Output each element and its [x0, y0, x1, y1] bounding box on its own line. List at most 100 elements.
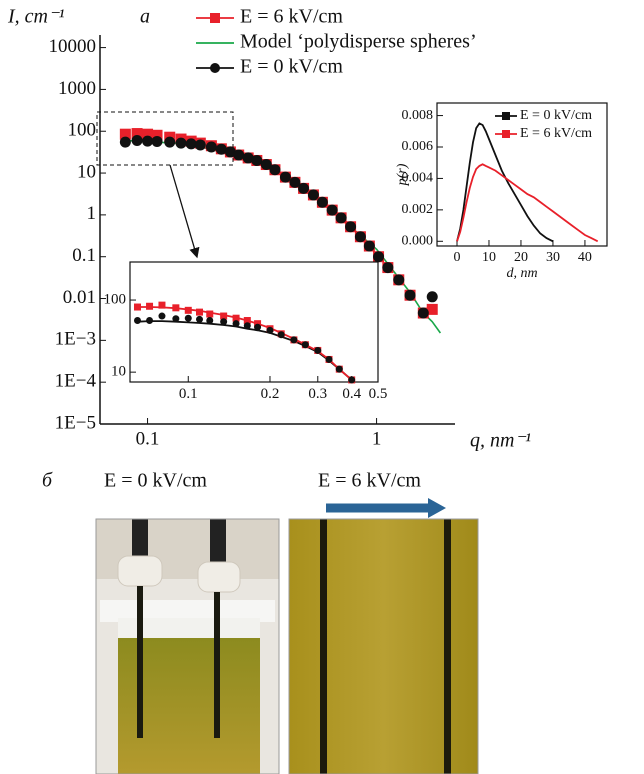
x-tick-label: 10: [482, 250, 496, 265]
marker: [142, 128, 154, 140]
marker: [151, 135, 163, 147]
marker: [131, 135, 143, 147]
marker: [119, 128, 131, 140]
y-axis-label: p(r): [395, 163, 410, 186]
legend-label: E = 6 kV/cm: [240, 6, 343, 28]
marker: [233, 149, 245, 161]
photo-right: [288, 518, 479, 774]
x-axis-label: q, nm⁻¹: [470, 430, 531, 452]
x-tick-label: 0.4: [342, 386, 361, 402]
legend-label: E = 0 kV/cm: [240, 56, 343, 78]
marker: [158, 301, 166, 309]
marker: [215, 143, 227, 155]
marker: [426, 291, 438, 303]
marker: [335, 365, 343, 373]
plot-frame: [436, 102, 608, 247]
legend-label: Model ‘polydisperse spheres’: [240, 31, 477, 53]
marker: [243, 322, 251, 330]
marker: [363, 240, 375, 252]
zoom-box: [96, 111, 234, 166]
marker: [251, 154, 263, 166]
x-tick-label: 0.5: [369, 386, 388, 402]
y-tick-label: 100: [68, 120, 97, 141]
x-tick-label: 0.3: [308, 386, 327, 402]
marker: [146, 317, 154, 325]
y-tick-label: 1: [87, 203, 97, 224]
marker: [158, 312, 166, 320]
legend-marker: [210, 13, 220, 23]
x-tick-label: 30: [546, 250, 560, 265]
marker: [326, 204, 338, 216]
marker: [172, 315, 180, 323]
marker: [254, 320, 262, 328]
series-line: [456, 122, 554, 243]
marker: [133, 303, 141, 311]
field-arrow-head: [428, 498, 446, 518]
panel-label: а: [140, 6, 150, 28]
y-tick-label: 10000: [49, 36, 97, 57]
y-tick-label: 1E−5: [55, 412, 96, 433]
marker: [206, 310, 214, 318]
marker: [417, 307, 429, 319]
marker: [220, 318, 228, 326]
y-tick-label: 10: [111, 364, 126, 380]
marker: [220, 312, 228, 320]
y-axis-label: I, cm⁻¹: [7, 6, 65, 28]
y-tick-label: 0.004: [402, 171, 434, 186]
marker: [301, 341, 309, 349]
chart: 0.1 1 1E−5 1E−4 1E−3 0.01 0.1 1 10 100 1000 10000 а I…: [7, 6, 531, 452]
marker: [146, 302, 154, 310]
marker: [335, 212, 347, 224]
marker: [289, 176, 301, 188]
y-tick-label: 0.1: [72, 245, 96, 266]
marker: [373, 251, 385, 263]
x-tick-label: 0.2: [261, 386, 280, 402]
marker: [260, 159, 272, 171]
marker: [345, 221, 357, 233]
charts: 0.1 1 1E−5 1E−4 1E−3 0.01 0.1 1 10 100 1000 10000 а I…: [7, 6, 608, 452]
marker: [307, 189, 319, 201]
y-tick-label: 100: [104, 291, 127, 307]
x-axis-label: d, nm: [506, 266, 537, 281]
legend-label: E = 6 kV/cm: [520, 126, 592, 141]
panel-label: б: [42, 470, 53, 492]
x-tick-label: 0.1: [179, 386, 198, 402]
marker: [184, 314, 192, 322]
chart: 0 10 20 30 40 0.000 0.002 0.004 0.006 0.008 p(r) d,…: [395, 102, 608, 281]
marker: [354, 231, 366, 243]
marker: [175, 137, 187, 149]
y-tick-label: 0.000: [402, 234, 434, 249]
marker: [133, 317, 141, 325]
y-tick-label: 1E−4: [55, 371, 97, 392]
marker: [314, 346, 322, 354]
zoom-arrow: [169, 164, 200, 259]
y-tick-label: 0.01: [63, 287, 96, 308]
legend-label: E = 0 kV/cm: [520, 108, 592, 123]
marker: [277, 331, 285, 339]
x-tick-label: 1: [372, 429, 382, 450]
marker: [393, 274, 405, 286]
marker: [242, 152, 254, 164]
photo-left: [95, 518, 280, 774]
photo-panel: б E = 0 kV/cm E = 6 kV/cm: [42, 470, 479, 774]
y-tick-label: 0.006: [402, 139, 434, 154]
marker: [142, 135, 154, 147]
marker: [325, 355, 333, 363]
y-tick-label: 1E−3: [55, 329, 96, 350]
y-tick-label: 1000: [58, 78, 96, 99]
marker: [206, 317, 214, 325]
marker: [131, 128, 143, 140]
marker: [196, 308, 204, 316]
legend-marker: [210, 63, 220, 73]
chart: 0.1 0.2 0.3 0.4 0.5 10 100: [104, 261, 388, 402]
marker: [298, 182, 310, 194]
marker: [279, 171, 291, 183]
photo-caption: E = 6 kV/cm: [318, 470, 421, 492]
marker: [243, 317, 251, 325]
y-tick-label: 10: [77, 161, 96, 182]
marker: [164, 136, 176, 148]
x-tick-label: 0.1: [136, 429, 160, 450]
marker: [316, 196, 328, 208]
marker: [172, 304, 180, 312]
